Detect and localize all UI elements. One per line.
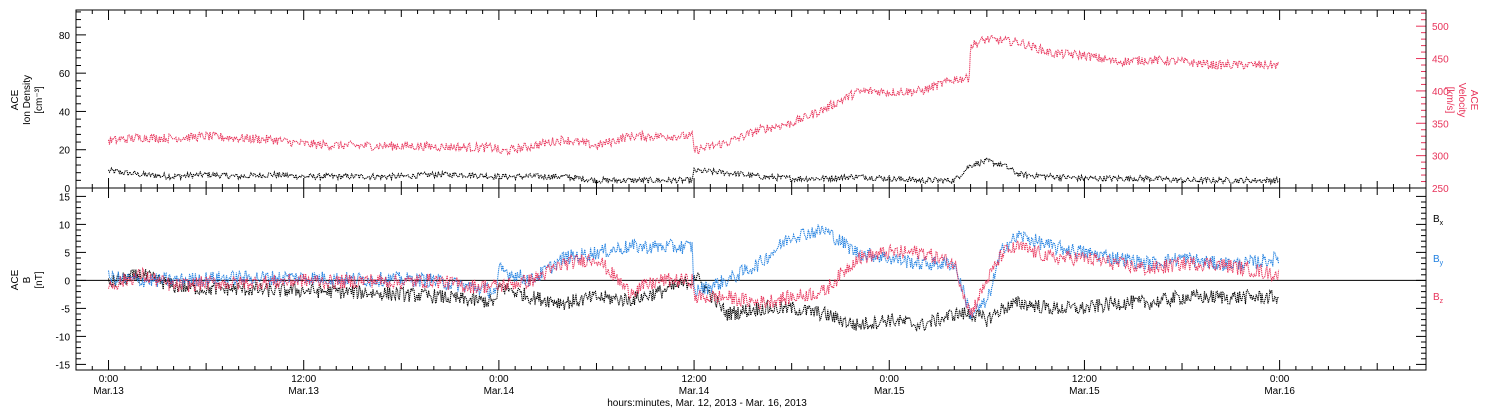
x-tick-label-date: Mar.15 <box>1069 386 1100 397</box>
x-tick-label-date: Mar.13 <box>288 386 319 397</box>
x-tick-label-date: Mar.13 <box>93 386 124 397</box>
velocity-tick-label: 500 <box>1432 22 1449 33</box>
bfield-ylabel-ace: ACE <box>10 269 21 290</box>
bfield-tick-label: 15 <box>59 192 71 203</box>
bfield-tick-label: -15 <box>56 360 71 371</box>
x-tick-label-time: 0:00 <box>1270 374 1290 385</box>
x-tick-label-time: 12:00 <box>682 374 707 385</box>
bz-series <box>107 240 1280 318</box>
bottom-panel-frame <box>75 187 1427 371</box>
velocity-tick-label: 450 <box>1432 55 1449 66</box>
by-series <box>107 224 1280 320</box>
velocity-tick-label: 250 <box>1432 184 1449 195</box>
bfield-tick-label: 5 <box>64 248 70 259</box>
density-ylabel-name: Ion Density <box>22 75 33 125</box>
legend-bx: Bx <box>1433 214 1444 227</box>
x-tick-label-date: Mar.14 <box>679 386 710 397</box>
legend-bz: Bz <box>1433 292 1444 305</box>
density-series <box>107 157 1280 186</box>
bfield-tick-label: -10 <box>56 332 71 343</box>
legend-by: By <box>1433 254 1444 267</box>
velocity-tick-label: 350 <box>1432 119 1449 130</box>
bfield-ylabel-name: B <box>22 276 33 283</box>
x-tick-label-date: Mar.16 <box>1264 386 1295 397</box>
density-tick-label: 60 <box>59 69 71 80</box>
bfield-tick-label: -5 <box>61 304 70 315</box>
bfield-tick-label: 10 <box>59 220 71 231</box>
velocity-tick-label: 400 <box>1432 87 1449 98</box>
density-tick-label: 80 <box>59 31 71 42</box>
density-ylabel-unit: [cm⁻³] <box>34 86 45 114</box>
bx-series <box>107 269 1279 332</box>
velocity-series <box>107 33 1280 156</box>
x-tick-label-date: Mar.15 <box>874 386 905 397</box>
bfield-ylabel-unit: [nT] <box>34 271 45 288</box>
density-tick-label: 20 <box>59 146 71 157</box>
x-axis-title: hours:minutes, Mar. 12, 2013 - Mar. 16, … <box>607 398 807 409</box>
density-ylabel-ace: ACE <box>10 89 21 110</box>
x-tick-label-time: 0:00 <box>489 374 509 385</box>
density-tick-label: 0 <box>64 184 70 195</box>
x-tick-label-time: 12:00 <box>1072 374 1097 385</box>
x-tick-label-time: 0:00 <box>880 374 900 385</box>
x-tick-label-time: 12:00 <box>291 374 316 385</box>
density-tick-label: 40 <box>59 107 71 118</box>
velocity-ylabel-unit: [km/s] <box>1444 87 1455 114</box>
x-tick-label-time: 0:00 <box>99 374 119 385</box>
velocity-ylabel-name: Velocity <box>1456 83 1467 117</box>
velocity-ylabel-ace: ACE <box>1468 90 1479 111</box>
x-tick-label-date: Mar.14 <box>484 386 515 397</box>
bfield-tick-label: 0 <box>64 276 70 287</box>
velocity-tick-label: 300 <box>1432 152 1449 163</box>
